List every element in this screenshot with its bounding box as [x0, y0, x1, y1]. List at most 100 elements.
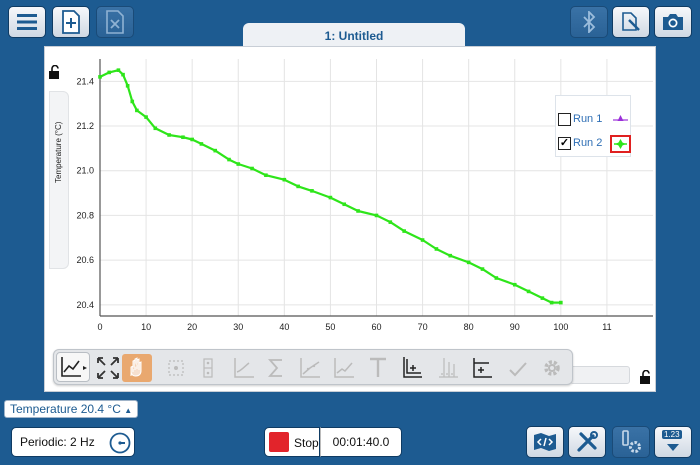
bluetooth-button[interactable] [570, 6, 608, 38]
sensor-unit: °C [107, 402, 121, 416]
data-point [107, 70, 112, 75]
x-tick-label: 30 [233, 322, 243, 332]
add-page-icon [62, 10, 80, 34]
x-tick-label: 90 [510, 322, 520, 332]
data-point [236, 162, 241, 166]
lock-icon-corner[interactable] [639, 370, 653, 384]
add-point-icon[interactable] [468, 354, 496, 382]
data-point [125, 84, 130, 88]
y-axis-label: Temperature (°C) [54, 121, 63, 183]
sensor-settings-button[interactable] [612, 426, 650, 458]
tools-button[interactable] [568, 426, 606, 458]
y-axis-label-tab[interactable] [49, 91, 69, 269]
pan-hand-icon[interactable] [122, 354, 152, 382]
legend-row-run1[interactable]: Run 1 [556, 110, 632, 130]
data-point [559, 300, 563, 305]
data-point [116, 68, 121, 72]
annotate-button[interactable] [612, 6, 650, 38]
legend-row-run2[interactable]: ✓ Run 2 [556, 134, 632, 154]
data-point [374, 213, 379, 218]
pen-tool-icon [622, 12, 640, 31]
x-tick-label: 20 [187, 322, 197, 332]
horizontal-scrollbar[interactable] [570, 366, 630, 384]
tangent-icon[interactable] [330, 354, 358, 382]
temperature-graph[interactable]: 0 10 20 30 40 50 60 70 80 90 100 11 21.4 21.2 21.0 20.8… [45, 47, 657, 347]
data-point [98, 75, 102, 79]
graph-view-icon [61, 357, 87, 377]
data-point [199, 142, 204, 146]
camera-icon [663, 14, 683, 30]
lock-icon[interactable] [48, 65, 62, 79]
run1-label: Run 1 [573, 113, 603, 125]
menu-button[interactable] [8, 6, 46, 38]
data-point [448, 253, 453, 258]
run1-checkbox[interactable] [558, 113, 571, 126]
data-point [356, 209, 360, 213]
graph-tools-toolbar [53, 349, 573, 385]
settings-icon[interactable] [538, 354, 566, 382]
data-point [282, 177, 287, 182]
timer-dial-icon [109, 432, 131, 454]
x-tick-label: 100 [553, 322, 568, 332]
wrench-screwdriver-icon [577, 431, 598, 452]
data-point [434, 247, 439, 251]
data-point [388, 220, 393, 224]
data-point [466, 260, 471, 265]
data-point [540, 296, 545, 300]
meter-label: 1.23 [662, 430, 682, 439]
data-point [328, 195, 333, 200]
graph-view-button[interactable] [56, 352, 90, 382]
x-tick-label: 40 [279, 322, 289, 332]
top-toolbar [0, 0, 700, 44]
data-point [130, 99, 135, 104]
annotation-text-icon[interactable] [364, 354, 392, 382]
y-tick-label: 21.4 [76, 76, 94, 86]
sensor-value: 20.4 [80, 402, 105, 416]
data-point [167, 133, 171, 137]
y-tick-label: 21.0 [76, 166, 94, 176]
statistics-icon[interactable] [262, 354, 290, 382]
snapshot-button[interactable] [654, 6, 692, 38]
x-tick-label: 60 [371, 322, 381, 332]
close-file-icon [106, 10, 124, 34]
data-point [264, 173, 268, 178]
data-point [296, 184, 300, 189]
data-point [227, 157, 231, 162]
collection-rate-button[interactable]: Periodic: 2 Hz [11, 427, 135, 457]
run2-checkbox[interactable]: ✓ [558, 137, 571, 150]
data-point [213, 148, 218, 153]
data-share-button[interactable] [526, 426, 564, 458]
data-point [190, 137, 194, 142]
data-point [250, 166, 254, 171]
graph-legend: Run 1 ✓ Run 2 [555, 95, 631, 157]
x-tick-label: 0 [97, 322, 102, 332]
meter-view-button[interactable]: 1.23 [654, 426, 692, 458]
strike-through-icon[interactable] [194, 354, 222, 382]
new-page-button[interactable] [52, 6, 90, 38]
data-point [121, 72, 125, 77]
chevron-down-icon [667, 444, 679, 451]
data-point [144, 115, 148, 119]
curve-fit-icon[interactable] [296, 354, 324, 382]
y-tick-label: 20.8 [76, 210, 94, 220]
run2-marker-icon[interactable] [610, 135, 631, 153]
collection-rate: Periodic: 2 Hz [20, 435, 95, 449]
data-point [526, 289, 531, 294]
close-page-button[interactable] [96, 6, 134, 38]
check-icon[interactable] [504, 354, 532, 382]
data-point [153, 126, 158, 131]
data-point [402, 229, 406, 233]
run2-label: Run 2 [573, 137, 603, 149]
run1-marker-icon[interactable] [610, 111, 631, 129]
interpolate-icon[interactable] [230, 354, 258, 382]
stop-button[interactable]: Stop [264, 427, 320, 457]
stop-square-icon [269, 432, 289, 452]
data-point [480, 267, 485, 271]
data-points-icon[interactable] [434, 354, 462, 382]
y-tick-label: 20.6 [76, 255, 94, 265]
sensor-readout[interactable]: Temperature 20.4 °C ▲ [4, 400, 138, 418]
zoom-to-fit-icon[interactable] [94, 354, 122, 382]
page-tab[interactable]: 1: Untitled [243, 23, 465, 47]
select-region-icon[interactable] [162, 354, 190, 382]
add-axis-icon[interactable] [398, 354, 426, 382]
